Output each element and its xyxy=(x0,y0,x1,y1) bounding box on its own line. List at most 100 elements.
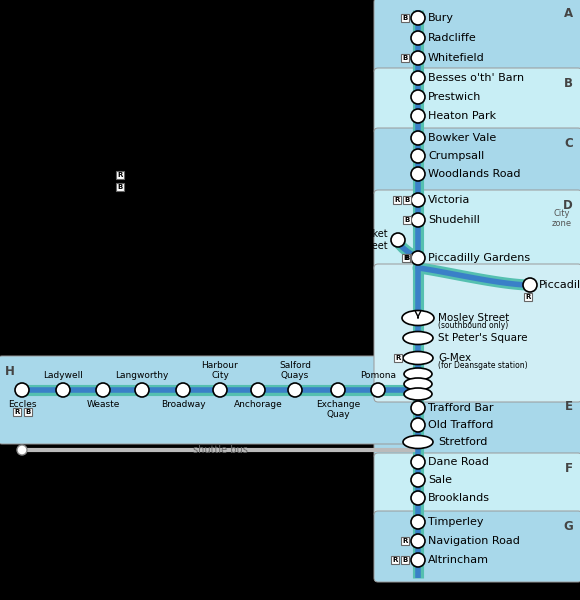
FancyBboxPatch shape xyxy=(401,54,409,62)
Text: R: R xyxy=(394,197,400,203)
Ellipse shape xyxy=(404,388,432,400)
Circle shape xyxy=(56,383,70,397)
Text: Shudehill: Shudehill xyxy=(428,215,480,225)
FancyBboxPatch shape xyxy=(374,128,580,196)
Circle shape xyxy=(411,90,425,104)
Text: B: B xyxy=(404,255,409,261)
Text: Mosley Street: Mosley Street xyxy=(438,313,509,323)
FancyBboxPatch shape xyxy=(403,254,411,262)
FancyBboxPatch shape xyxy=(401,556,409,564)
Text: B: B xyxy=(404,197,409,203)
Ellipse shape xyxy=(403,331,433,344)
Ellipse shape xyxy=(403,352,433,364)
Circle shape xyxy=(411,109,425,123)
Text: Langworthy: Langworthy xyxy=(115,371,169,380)
Ellipse shape xyxy=(404,368,432,380)
Circle shape xyxy=(411,553,425,567)
Circle shape xyxy=(288,383,302,397)
Circle shape xyxy=(411,401,425,415)
FancyBboxPatch shape xyxy=(13,408,21,416)
FancyBboxPatch shape xyxy=(401,14,409,22)
FancyBboxPatch shape xyxy=(374,190,580,272)
Text: Woodlands Road: Woodlands Road xyxy=(428,169,520,179)
Text: Ladywell: Ladywell xyxy=(43,371,83,380)
Text: Eccles: Eccles xyxy=(8,400,36,409)
Circle shape xyxy=(411,193,425,207)
Circle shape xyxy=(411,473,425,487)
Text: Besses o'th' Barn: Besses o'th' Barn xyxy=(428,73,524,83)
Text: R: R xyxy=(525,294,531,300)
Circle shape xyxy=(411,11,425,25)
FancyBboxPatch shape xyxy=(403,216,411,224)
Circle shape xyxy=(371,383,385,397)
Circle shape xyxy=(411,418,425,432)
Text: Crumpsall: Crumpsall xyxy=(428,151,484,161)
Circle shape xyxy=(213,383,227,397)
FancyBboxPatch shape xyxy=(0,356,419,444)
FancyBboxPatch shape xyxy=(393,196,401,204)
Circle shape xyxy=(411,251,425,265)
Circle shape xyxy=(411,167,425,181)
Circle shape xyxy=(411,515,425,529)
Text: Altrincham: Altrincham xyxy=(428,555,489,565)
Text: A: A xyxy=(564,7,573,20)
Circle shape xyxy=(411,491,425,505)
FancyBboxPatch shape xyxy=(374,68,580,134)
Circle shape xyxy=(17,445,27,455)
Text: St Peter's Square: St Peter's Square xyxy=(438,333,527,343)
Text: H: H xyxy=(5,365,15,378)
FancyBboxPatch shape xyxy=(403,196,411,204)
Text: City: City xyxy=(554,208,570,217)
Circle shape xyxy=(135,383,149,397)
Circle shape xyxy=(391,233,405,247)
Text: Exchange
Quay: Exchange Quay xyxy=(316,400,360,419)
FancyBboxPatch shape xyxy=(374,511,580,582)
Circle shape xyxy=(411,71,425,85)
Circle shape xyxy=(411,213,425,227)
FancyBboxPatch shape xyxy=(374,391,580,459)
Text: Whitefield: Whitefield xyxy=(428,53,485,63)
Circle shape xyxy=(411,534,425,548)
Text: G: G xyxy=(563,520,573,533)
Circle shape xyxy=(331,383,345,397)
Text: Prestwich: Prestwich xyxy=(428,92,481,102)
Text: Broadway: Broadway xyxy=(161,400,205,409)
Text: Navigation Road: Navigation Road xyxy=(428,536,520,546)
Text: B: B xyxy=(403,55,408,61)
Text: R: R xyxy=(117,172,123,178)
Circle shape xyxy=(411,131,425,145)
Text: Brooklands: Brooklands xyxy=(428,493,490,503)
Circle shape xyxy=(251,383,265,397)
Circle shape xyxy=(96,383,110,397)
FancyBboxPatch shape xyxy=(24,408,32,416)
Text: F: F xyxy=(565,462,573,475)
Text: Bury: Bury xyxy=(428,13,454,23)
Text: Pomona: Pomona xyxy=(360,371,396,380)
FancyBboxPatch shape xyxy=(116,183,124,191)
FancyBboxPatch shape xyxy=(116,171,124,179)
Text: shuttle bus: shuttle bus xyxy=(193,445,248,455)
Text: Market
Street: Market Street xyxy=(354,229,388,251)
Text: B: B xyxy=(564,77,573,90)
Text: B: B xyxy=(26,409,31,415)
Text: C: C xyxy=(564,137,573,150)
Ellipse shape xyxy=(402,311,434,325)
Text: (southbound only): (southbound only) xyxy=(438,320,508,329)
Text: Dane Road: Dane Road xyxy=(428,457,489,467)
Text: Stretford: Stretford xyxy=(438,437,487,447)
Text: Heaton Park: Heaton Park xyxy=(428,111,496,121)
Text: B: B xyxy=(403,15,408,21)
Circle shape xyxy=(411,31,425,45)
FancyBboxPatch shape xyxy=(402,254,410,262)
Text: Trafford Bar: Trafford Bar xyxy=(428,403,494,413)
Ellipse shape xyxy=(403,436,433,449)
FancyBboxPatch shape xyxy=(394,354,402,362)
Text: Anchorage: Anchorage xyxy=(234,400,282,409)
Text: E: E xyxy=(565,400,573,413)
Text: Timperley: Timperley xyxy=(428,517,484,527)
FancyBboxPatch shape xyxy=(401,537,409,545)
Text: D: D xyxy=(563,199,573,212)
Circle shape xyxy=(523,278,537,292)
Text: R: R xyxy=(392,557,398,563)
Text: Weaste: Weaste xyxy=(86,400,119,409)
